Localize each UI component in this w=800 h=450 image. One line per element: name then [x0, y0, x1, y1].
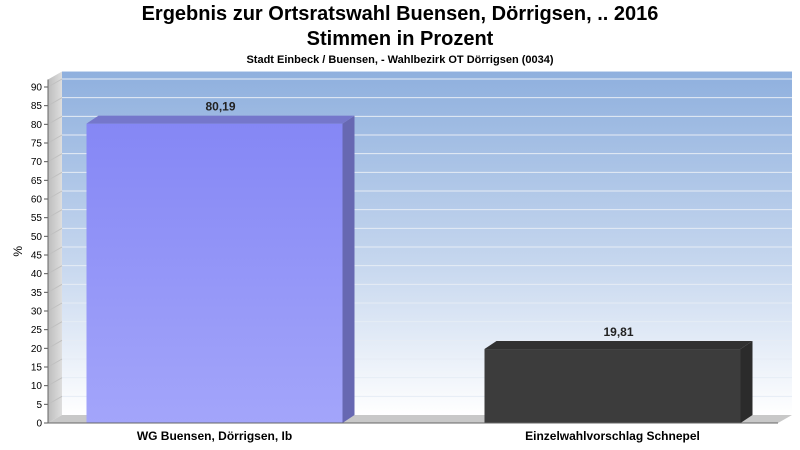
bar-side [740, 341, 753, 423]
y-tick-label: 90 [31, 83, 43, 94]
chart-title: Ergebnis zur Ortsratswahl Buensen, Dörri… [141, 3, 659, 25]
y-tick-label: 5 [36, 400, 42, 411]
axes: 0 5 10 15 20 25 30 35 40 45 50 55 60 65 70 75 80 85 90% WG … [11, 79, 778, 443]
bar-value-label: 80,19 [205, 100, 235, 114]
y-tick-label: 55 [31, 213, 43, 224]
y-tick-label: 35 [31, 288, 43, 299]
bar-1 [86, 115, 355, 424]
gridline-side [47, 265, 63, 275]
plot-side-wall [48, 71, 62, 424]
bar-value-label: 19,81 [603, 325, 633, 339]
y-tick-label: 50 [31, 232, 43, 243]
y-tick-label: 70 [31, 157, 43, 168]
y-tick-label: 75 [31, 139, 43, 150]
bar-2 [484, 341, 753, 423]
bar-front [484, 349, 741, 423]
gridline-side [47, 115, 63, 125]
gridline-side [47, 227, 63, 237]
y-tick-label: 15 [31, 363, 43, 374]
y-tick-label: 80 [31, 120, 43, 131]
y-tick-label: 60 [31, 195, 43, 206]
y-tick-label: 40 [31, 269, 43, 280]
y-tick-label: 10 [31, 381, 43, 392]
gridline-side [47, 153, 63, 163]
gridline-side [47, 283, 63, 293]
gridline-side [47, 78, 63, 88]
gridline-side [47, 190, 63, 200]
gridline-side [47, 171, 63, 181]
x-category-label: WG Buensen, Dörrigsen, Ib [137, 429, 292, 443]
gridline-side [47, 246, 63, 256]
bar-front [86, 123, 343, 424]
chart-caption: Stadt Einbeck / Buensen, - Wahlbezirk OT… [246, 54, 554, 66]
bar-top [86, 115, 355, 124]
bar-top [484, 341, 753, 350]
y-tick-label: 25 [31, 325, 43, 336]
y-axis-label: % [11, 246, 25, 257]
y-tick-label: 45 [31, 251, 43, 262]
bars: 80,19 19,81 [86, 100, 753, 424]
gridline-side [47, 209, 63, 219]
gridline-side [47, 395, 63, 405]
y-tick-label: 0 [36, 419, 42, 430]
chart-subtitle: Stimmen in Prozent [306, 28, 494, 50]
bar-side [342, 115, 355, 424]
x-category-label: Einzelwahlvorschlag Schnepel [525, 429, 700, 443]
gridline-side [47, 358, 63, 368]
gridline-side [47, 339, 63, 349]
gridline-side [47, 134, 63, 144]
gridline-side [47, 321, 63, 331]
y-tick-label: 30 [31, 307, 43, 318]
y-tick-label: 85 [31, 101, 43, 112]
gridline-side [47, 377, 63, 387]
gridline-side [47, 97, 63, 107]
gridline-side [47, 302, 63, 312]
y-tick-label: 65 [31, 176, 43, 187]
y-tick-label: 20 [31, 344, 43, 355]
